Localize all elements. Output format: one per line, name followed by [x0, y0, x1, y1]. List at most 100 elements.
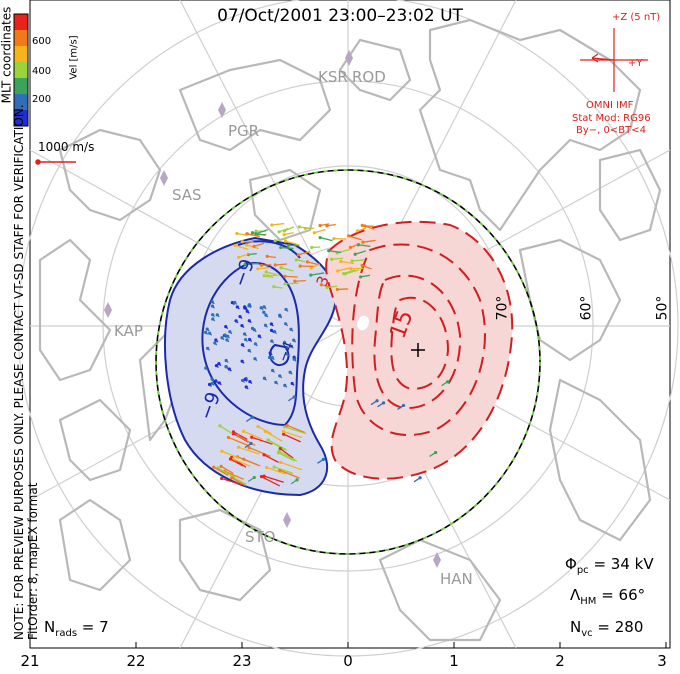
velocity-vector: [319, 236, 333, 242]
vector-origin: [267, 355, 272, 360]
velocity-vector: [354, 250, 367, 255]
velocity-vector: [278, 227, 289, 233]
vector-origin: [248, 337, 252, 342]
vector-origin: [318, 236, 322, 240]
station-label-sto: STO: [245, 528, 276, 546]
vector-origin: [289, 344, 293, 348]
hm-latitude-value: 66°: [618, 586, 646, 604]
colorbar-segment: [14, 62, 28, 79]
vector-origin: [266, 438, 270, 442]
mlt-axis-label-0: 0: [343, 652, 353, 670]
velocity-vector: [266, 466, 286, 475]
vector-origin: [278, 314, 282, 318]
vector-origin: [292, 357, 296, 361]
vector-origin: [240, 359, 244, 363]
vector-origin: [356, 229, 360, 233]
vector-origin: [237, 255, 241, 259]
velocity-vector: [236, 232, 249, 237]
vector-origin: [248, 379, 252, 384]
vector-origin: [262, 274, 266, 278]
vector-origin: [269, 322, 273, 326]
vector-origin: [336, 269, 340, 273]
vector-origin: [282, 340, 287, 344]
mlt-axis-label-3: 3: [657, 652, 667, 670]
vector-origin: [263, 323, 268, 327]
vector-origin: [279, 245, 283, 250]
velocity-vector: [243, 458, 261, 467]
velocity-vector: [247, 233, 260, 238]
velocity-vector: [219, 425, 233, 435]
vector-origin: [253, 342, 258, 346]
vector-origin: [226, 435, 230, 440]
vector-origin: [234, 319, 238, 323]
vector-origin: [289, 327, 293, 331]
velocity-vector: [232, 458, 251, 467]
velocity-vector: [283, 430, 303, 439]
vector-origin: [211, 317, 215, 321]
vector-origin: [283, 239, 288, 243]
vector-origin: [217, 362, 221, 366]
vector-origin: [309, 273, 313, 277]
negative-cell-fill: [164, 236, 337, 497]
imf-conditions: By−, 0<BT<4: [576, 125, 646, 136]
station-markers: [104, 50, 441, 568]
vector-origin: [272, 330, 277, 334]
vector-origin: [347, 234, 351, 238]
vector-origin: [211, 313, 215, 317]
vector-origin: [285, 352, 289, 356]
velocity-vector: [238, 252, 251, 258]
vector-origin: [228, 457, 233, 461]
velocity-vector: [267, 439, 286, 451]
vector-origin: [270, 356, 274, 360]
vector-origin: [259, 475, 264, 479]
velocity-vector: [331, 257, 344, 260]
vector-origin: [375, 399, 379, 403]
velocity-vector: [362, 239, 376, 243]
vector-origin: [283, 383, 287, 387]
vector-origin: [243, 262, 247, 266]
vector-origin: [353, 252, 357, 256]
velocity-vector: [343, 269, 356, 275]
vector-count: Nvc = 280: [570, 618, 644, 639]
station-label-sas: SAS: [172, 186, 202, 204]
vector-origin: [207, 382, 212, 387]
station-label-rod: ROD: [352, 68, 386, 86]
vector-origin: [250, 231, 255, 235]
velocity-vector: [217, 467, 235, 478]
velocity-vector: [352, 259, 365, 262]
hm-boundary-dash: [155, 169, 541, 555]
vector-origin: [318, 223, 322, 228]
velocity-vector: [285, 282, 299, 285]
velocity-vector: [231, 477, 246, 487]
velocity-vector: [266, 271, 277, 276]
velocity-vector: [263, 454, 279, 463]
velocity-vector: [279, 469, 300, 479]
vector-origin: [231, 431, 235, 436]
velocity-vector: [284, 226, 295, 232]
vector-origin: [278, 374, 282, 378]
station-label-kap: KAP: [114, 322, 143, 340]
vector-origin: [242, 332, 247, 336]
vector-origin: [283, 274, 287, 279]
velocity-vector: [261, 476, 281, 487]
station-label-pgr: PGR: [228, 122, 260, 140]
vector-origin: [279, 460, 283, 464]
vector-origin: [292, 338, 296, 342]
velocity-vector: [307, 261, 318, 266]
vector-origin: [206, 346, 210, 350]
vector-origin: [210, 304, 215, 308]
station-label-ksr: KSR: [318, 68, 348, 86]
velocity-vector: [245, 262, 259, 265]
vector-origin: [254, 229, 258, 233]
imf-z-label: +Z (5 nT): [612, 12, 661, 23]
vector-origin: [213, 341, 217, 345]
mlt-axis-label-21: 21: [20, 652, 40, 670]
vector-origin: [256, 267, 260, 271]
vector-origin: [240, 240, 244, 244]
vector-origin: [274, 380, 278, 384]
vector-origin: [241, 429, 246, 433]
vector-origin: [249, 441, 253, 446]
mlt-axis-ticks: [29, 642, 667, 648]
vector-origin: [278, 447, 282, 451]
vector-origin: [282, 432, 286, 436]
